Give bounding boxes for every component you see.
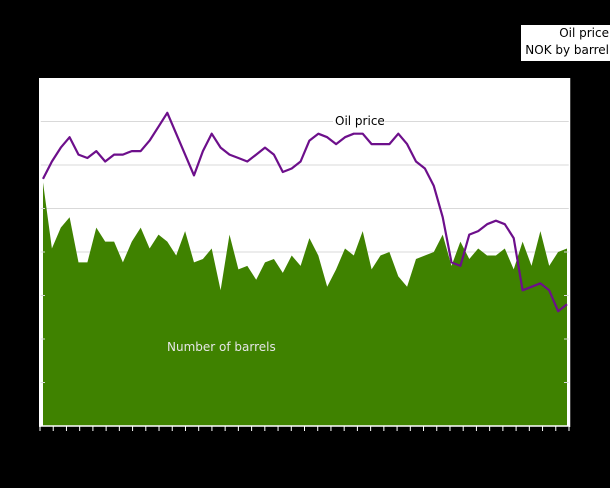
- gridlines-ticks: [40, 121, 569, 383]
- oil-price-label: Oil price: [335, 114, 385, 128]
- legend-oil-price: Oil price: [559, 26, 609, 40]
- x-axis-ticks: [39, 426, 570, 431]
- barrels-label: Number of barrels: [167, 340, 276, 354]
- legend: Oil price NOK by barrel: [521, 25, 610, 61]
- barrels-area: [43, 182, 567, 426]
- oil-price-label-bg: [333, 112, 385, 128]
- legend-nok-by-barrel: NOK by barrel: [525, 43, 609, 57]
- oil-price-line: [42, 111, 568, 313]
